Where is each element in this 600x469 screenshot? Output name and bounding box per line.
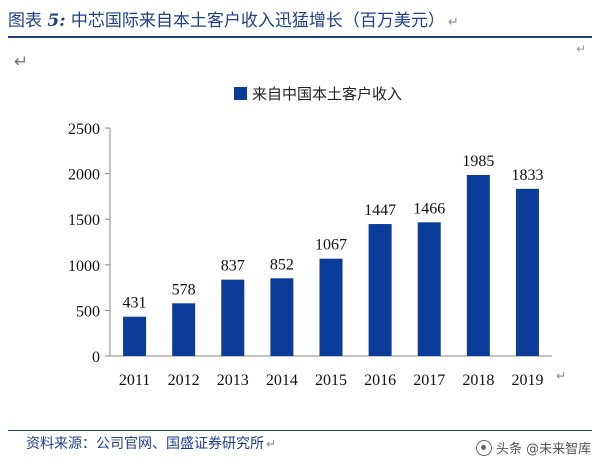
source-text: 资料来源：公司官网、国盛证券研究所 xyxy=(26,436,264,452)
bar-value-label: 431 xyxy=(123,295,147,312)
caption-title: 中芯国际来自本土客户收入迅猛增长（百万美元） xyxy=(70,11,445,31)
y-tick-label: 1500 xyxy=(68,212,100,229)
y-tick-label: 2500 xyxy=(68,121,100,138)
bar-value-label: 1447 xyxy=(364,202,396,219)
x-axis: 2011 2012 2013 2014 2015 2016 2017 2018 2019 xyxy=(110,355,552,389)
caption-label: 图表 xyxy=(8,11,42,31)
bar xyxy=(221,279,245,356)
legend-label: 来自中国本土客户收入 xyxy=(252,85,402,103)
bar-series xyxy=(123,174,539,356)
bar-value-label: 852 xyxy=(270,256,294,273)
bar-value-label: 1466 xyxy=(413,200,445,217)
chart-legend: 来自中国本土客户收入 xyxy=(234,85,402,103)
figure-caption: 图表 5: 中芯国际来自本土客户收入迅猛增长（百万美元） ↵ xyxy=(8,6,592,31)
y-tick-label: 0 xyxy=(92,349,100,366)
x-tick-label: 2014 xyxy=(266,372,298,389)
bar-value-label: 837 xyxy=(221,258,245,275)
x-tick-label: 2016 xyxy=(364,372,396,389)
bar xyxy=(123,316,147,356)
x-tick-label: 2011 xyxy=(119,372,150,389)
x-tick-label: 2017 xyxy=(413,372,445,389)
bar xyxy=(270,278,294,356)
y-tick-label: 500 xyxy=(76,303,100,320)
bar-value-label: 1985 xyxy=(462,153,494,170)
return-mark-icon: ↵ xyxy=(447,15,459,30)
bar xyxy=(466,174,490,356)
x-tick-label: 2013 xyxy=(217,372,249,389)
y-tick-label: 1000 xyxy=(68,258,100,275)
x-tick-label: 2015 xyxy=(315,372,347,389)
bar xyxy=(417,222,441,356)
bar-value-label: 1067 xyxy=(315,237,347,254)
axis-end-mark-icon: ↵ xyxy=(556,369,567,383)
y-axis: 0 500 1000 1500 2000 2500 xyxy=(68,121,111,366)
caption-number: 5: xyxy=(47,11,66,31)
legend-swatch xyxy=(234,87,247,100)
watermark: 头条 @未来智库 xyxy=(476,438,591,457)
paragraph-mark-icon: ↵ xyxy=(14,52,29,72)
x-tick-label: 2019 xyxy=(511,372,543,389)
watermark-text: 头条 @未来智库 xyxy=(496,442,592,457)
watermark-logo-icon xyxy=(476,439,492,456)
source-rule xyxy=(8,430,592,431)
bar-value-label: 578 xyxy=(172,281,196,298)
x-tick-label: 2012 xyxy=(168,372,200,389)
bar-value-label: 1833 xyxy=(511,167,543,184)
source-note: 资料来源：公司官网、国盛证券研究所 ↵ xyxy=(26,433,276,453)
bar xyxy=(368,224,392,356)
bar xyxy=(515,188,539,356)
data-labels: 431 578 837 852 1067 1447 1466 1985 1833 xyxy=(123,153,544,312)
bar xyxy=(319,258,343,356)
y-tick-label: 2000 xyxy=(68,167,100,184)
cell-end-mark-icon: ↵ xyxy=(575,42,586,56)
x-tick-label: 2018 xyxy=(462,372,494,389)
caption-rule xyxy=(8,36,592,38)
source-return-mark-icon: ↵ xyxy=(266,437,277,451)
bar xyxy=(172,303,196,356)
